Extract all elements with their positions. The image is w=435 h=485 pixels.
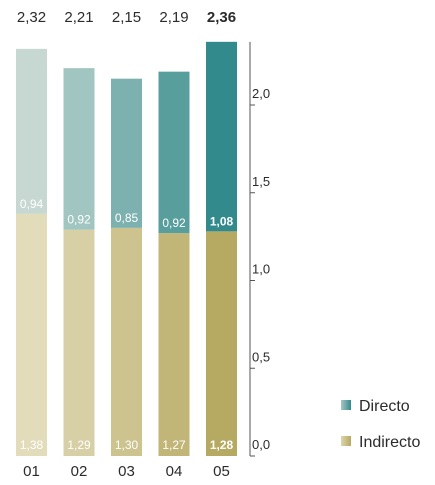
- y-tick-label: 0,5: [252, 349, 270, 364]
- label-indirecto-05: 1,28: [210, 438, 234, 452]
- label-total-05: 2,36: [207, 9, 236, 26]
- label-directo-04: 0,92: [162, 216, 186, 230]
- y-tick-label: 1,0: [252, 262, 270, 277]
- bar-indirecto-04: [158, 233, 190, 456]
- label-indirecto-01: 1,38: [20, 438, 44, 452]
- label-total-03: 2,15: [112, 9, 141, 26]
- label-total-01: 2,32: [17, 9, 46, 26]
- label-indirecto-04: 1,27: [162, 438, 186, 452]
- bar-indirecto-01: [16, 213, 47, 456]
- bar-directo-04: [158, 71, 190, 234]
- label-directo-02: 0,92: [67, 213, 91, 227]
- x-tick-05: 05: [213, 463, 230, 480]
- x-tick-03: 03: [118, 463, 135, 480]
- label-indirecto-02: 1,29: [67, 438, 91, 452]
- y-tick-label: 0,0: [252, 437, 270, 452]
- y-axis: 0,0 0,5 1,0 1,5 2,0: [249, 41, 270, 457]
- legend-label-directo: Directo: [359, 398, 410, 415]
- x-tick-01: 01: [23, 463, 40, 480]
- label-indirecto-03: 1,30: [115, 438, 139, 452]
- label-directo-05: 1,08: [210, 214, 234, 228]
- bars-layer: [16, 41, 237, 456]
- y-tick-label: 1,5: [252, 174, 270, 189]
- x-tick-02: 02: [71, 463, 88, 480]
- legend-label-indirecto: Indirecto: [359, 434, 420, 451]
- bar-indirecto-05: [206, 231, 237, 456]
- bar-directo-03: [111, 78, 142, 228]
- legend-swatch-indirecto: [341, 436, 351, 446]
- label-total-02: 2,21: [64, 9, 93, 26]
- y-tick-label: 2,0: [252, 86, 270, 101]
- x-tick-04: 04: [166, 463, 183, 480]
- label-directo-03: 0,85: [115, 211, 139, 225]
- x-axis: 01 02 03 04 05: [23, 463, 230, 480]
- legend-swatch-directo: [341, 400, 351, 410]
- labels-layer: 1,38 0,94 2,32 1,29 0,92 2,21 1,30 0,85 2,15 1,27…: [17, 9, 236, 452]
- label-directo-01: 0,94: [20, 197, 44, 211]
- bar-directo-05: [206, 41, 237, 232]
- bar-indirecto-03: [111, 227, 142, 456]
- bar-directo-01: [16, 48, 47, 214]
- bar-directo-02: [63, 68, 95, 230]
- label-total-04: 2,19: [159, 9, 188, 26]
- legend: Directo Indirecto: [341, 398, 420, 451]
- bar-indirecto-02: [63, 229, 95, 456]
